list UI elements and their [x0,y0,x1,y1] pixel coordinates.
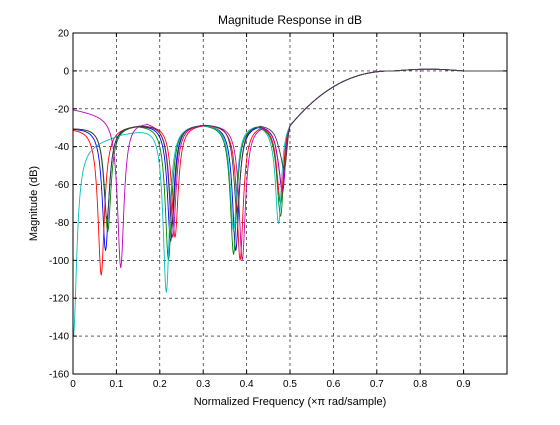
chart-title: Magnitude Response in dB [218,13,362,27]
series-lines [73,68,507,337]
y-tick-label: -140 [49,332,69,343]
x-tick-label: 0.6 [326,379,340,390]
y-tick-label: -100 [49,256,69,267]
x-tick-label: 0.9 [457,379,471,390]
y-tick-label: -60 [55,180,70,191]
x-tick-label: 0.3 [196,379,210,390]
x-tick-label: 0 [70,379,76,390]
axis-ticks: 0 0.1 0.2 0.3 0.4 0.5 0.6 0.7 0.8 0.9 20 0 -20 -40 -60… [49,29,507,390]
y-tick-label: -160 [49,370,69,381]
series-line-6 [73,68,507,227]
y-tick-label: 20 [58,29,70,40]
x-tick-label: 0.8 [413,379,427,390]
x-tick-label: 0.4 [240,379,254,390]
x-tick-label: 0.7 [370,379,384,390]
x-tick-label: 0.1 [109,379,123,390]
x-tick-label: 0.5 [283,379,297,390]
y-tick-label: -40 [55,142,70,153]
x-tick-label: 0.2 [153,379,167,390]
y-tick-label: -120 [49,294,69,305]
y-tick-label: -80 [55,218,70,229]
grid-lines [73,33,507,374]
x-axis-label: Normalized Frequency (×π rad/sample) [194,396,387,408]
y-axis-label: Magnitude (dB) [28,166,40,241]
y-tick-label: 0 [63,66,69,77]
y-tick-label: -20 [55,104,70,115]
